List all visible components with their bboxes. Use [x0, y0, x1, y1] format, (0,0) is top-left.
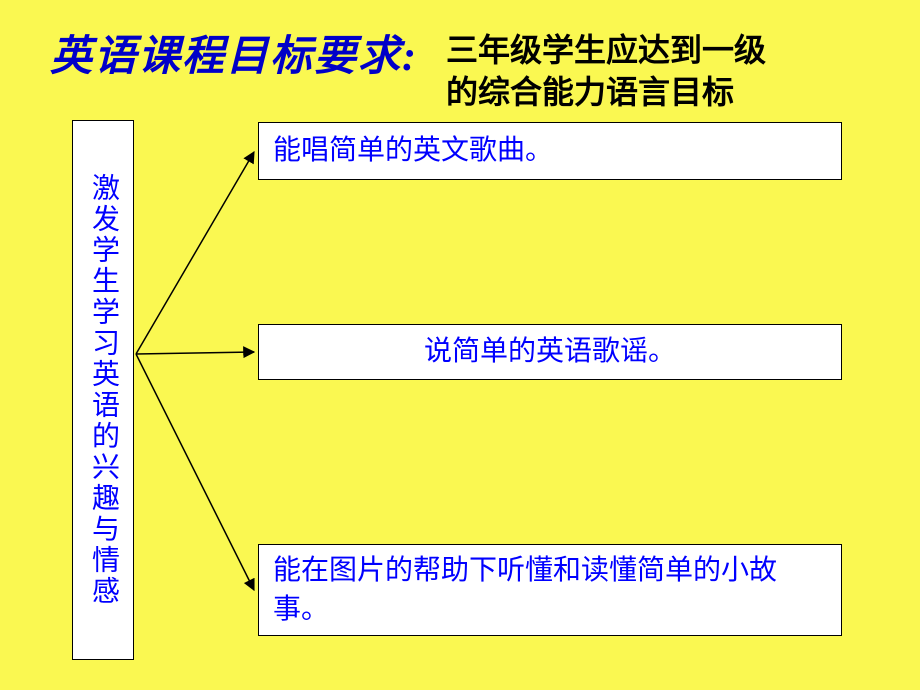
- left-vertical-box: 激发学生学习英语的兴趣与情感: [72, 120, 134, 660]
- right-box-text-2: 能在图片的帮助下听懂和读懂简单的小故事。: [273, 551, 827, 629]
- right-box-text-1: 说简单的英语歌谣。: [424, 332, 676, 371]
- right-box-1: 说简单的英语歌谣。: [258, 324, 842, 380]
- subtitle: 三年级学生应达到一级 的综合能力语言目标: [446, 30, 766, 113]
- right-box-text-0: 能唱简单的英文歌曲。: [273, 131, 553, 170]
- subtitle-line1: 三年级学生应达到一级: [446, 32, 766, 68]
- main-title-text: 英语课程目标要求:: [50, 34, 418, 80]
- subtitle-line2: 的综合能力语言目标: [446, 74, 734, 110]
- right-box-0: 能唱简单的英文歌曲。: [258, 122, 842, 180]
- left-vertical-text: 激发学生学习英语的兴趣与情感: [83, 173, 123, 607]
- main-title: 英语课程目标要求:: [50, 22, 418, 83]
- right-box-2: 能在图片的帮助下听懂和读懂简单的小故事。: [258, 544, 842, 636]
